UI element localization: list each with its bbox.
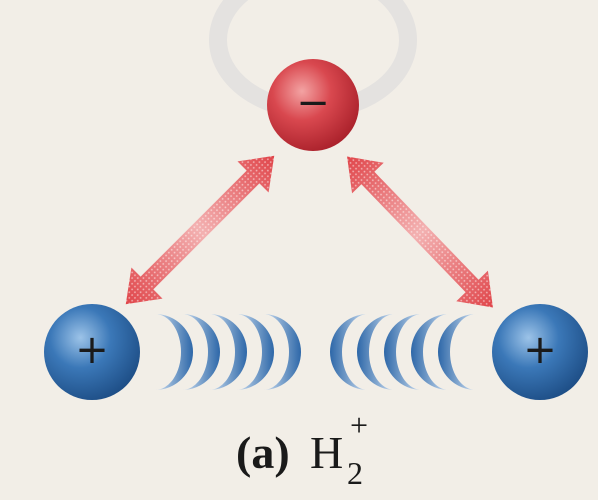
proton-label: +	[75, 327, 109, 373]
diagram: − + + (a) H 2 +	[0, 0, 598, 500]
proton-label: +	[523, 327, 557, 373]
caption-formula: H	[310, 427, 343, 478]
caption-superscript: +	[350, 407, 368, 443]
caption-subscript: 2	[347, 455, 363, 491]
electron-label: −	[296, 80, 330, 126]
page: − + + (a) H 2 + (() => { const data = JS…	[0, 0, 598, 500]
caption-part: (a)	[236, 427, 290, 478]
